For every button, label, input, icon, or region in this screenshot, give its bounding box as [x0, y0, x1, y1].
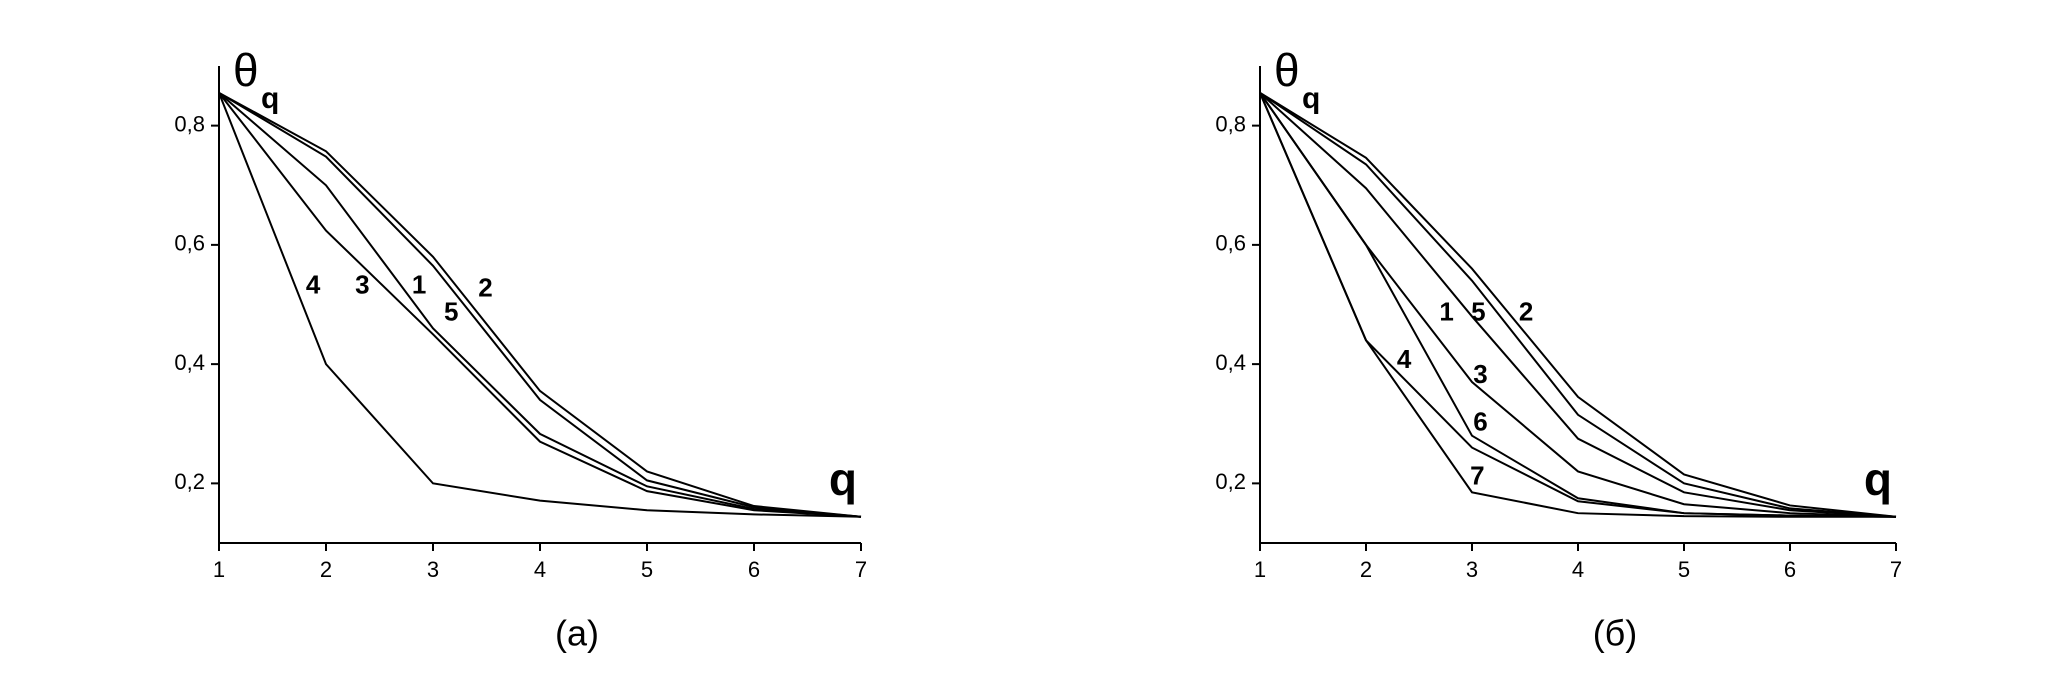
x-tick-label: 1 — [1254, 557, 1266, 582]
y-tick-label: 0,2 — [1215, 469, 1246, 494]
y-axis-symbol: θ — [233, 44, 259, 96]
y-tick-label: 0,6 — [1215, 231, 1246, 256]
data-line — [218, 91, 862, 518]
series-label: 2 — [1519, 296, 1533, 326]
x-tick-label: 6 — [1784, 557, 1796, 582]
y-tick-label: 0,4 — [1215, 350, 1246, 375]
series-label: 4 — [1397, 344, 1412, 374]
series-label: 6 — [1473, 407, 1487, 437]
x-tick-label: 7 — [855, 557, 867, 582]
series-label: 3 — [355, 269, 369, 299]
x-tick-label: 2 — [1360, 557, 1372, 582]
y-axis-symbol: θ — [1274, 44, 1300, 96]
y-tick-label: 0,2 — [174, 469, 205, 494]
data-line — [218, 92, 862, 518]
data-line — [218, 92, 862, 518]
series-label: 1 — [412, 269, 426, 299]
series-label: 1 — [1439, 296, 1453, 326]
y-axis-subscript: q — [1302, 82, 1320, 115]
x-tick-label: 1 — [213, 557, 225, 582]
x-tick-label: 2 — [320, 557, 332, 582]
series-label: 3 — [1473, 359, 1487, 389]
x-axis-label: q — [829, 453, 857, 505]
series-label: 5 — [444, 296, 458, 326]
x-tick-label: 3 — [427, 557, 439, 582]
x-tick-label: 6 — [748, 557, 760, 582]
x-tick-label: 5 — [641, 557, 653, 582]
caption: (a) — [555, 613, 599, 654]
y-tick-label: 0,4 — [174, 350, 205, 375]
x-axis-label: q — [1864, 453, 1892, 505]
x-tick-label: 5 — [1678, 557, 1690, 582]
caption: (б) — [1593, 613, 1638, 654]
data-line — [218, 92, 862, 518]
data-line — [218, 91, 862, 518]
y-tick-label: 0,6 — [174, 231, 205, 256]
y-axis-subscript: q — [261, 82, 279, 115]
y-tick-label: 0,8 — [1215, 111, 1246, 136]
x-tick-label: 7 — [1890, 557, 1902, 582]
data-line — [1259, 92, 1897, 518]
series-label: 2 — [478, 272, 492, 302]
series-label: 7 — [1470, 460, 1484, 490]
data-line — [1259, 92, 1897, 518]
data-line — [1259, 92, 1897, 518]
data-line — [1259, 92, 1896, 518]
data-line — [1259, 91, 1897, 518]
series-label: 4 — [306, 269, 321, 299]
x-tick-label: 4 — [1572, 557, 1584, 582]
x-tick-label: 4 — [534, 557, 546, 582]
series-label: 5 — [1471, 296, 1485, 326]
x-tick-label: 3 — [1466, 557, 1478, 582]
y-tick-label: 0,8 — [174, 111, 205, 136]
